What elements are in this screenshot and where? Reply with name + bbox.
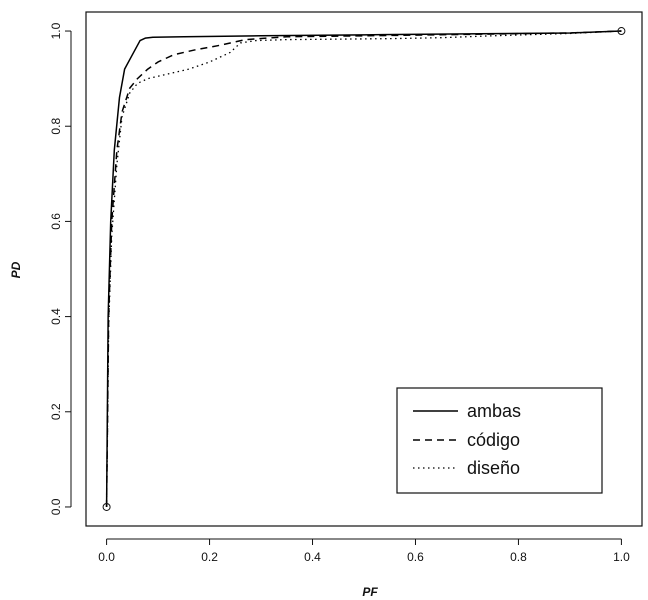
- x-tick-label: 0.2: [201, 550, 218, 564]
- series-layer: [105, 30, 622, 507]
- marker-layer: [102, 27, 626, 511]
- y-tick-label: 1.0: [49, 22, 63, 39]
- y-axis-title: PD: [9, 261, 23, 278]
- y-tick-label: 0.2: [49, 403, 63, 420]
- x-tick-label: 0.4: [304, 550, 321, 564]
- legend-label-diseno: diseño: [467, 458, 520, 478]
- x-tick-label: 1.0: [613, 550, 630, 564]
- y-tick-label: 0.0: [49, 498, 63, 515]
- endpoint-marker-1: [617, 27, 626, 36]
- endpoint-marker-0: [102, 502, 111, 511]
- x-axis: 0.0 0.2 0.4 0.6 0.8 1.0: [98, 538, 630, 564]
- series-line-código: [105, 30, 622, 507]
- x-axis-title: PF: [362, 585, 378, 599]
- x-tick-label: 0.0: [98, 550, 115, 564]
- y-axis: 0.0 0.2 0.4 0.6 0.8 1.0: [49, 22, 72, 515]
- legend-label-codigo: código: [467, 430, 520, 450]
- plot-frame: [85, 11, 643, 527]
- legend: ambas código diseño: [396, 387, 603, 494]
- x-tick-label: 0.6: [407, 550, 424, 564]
- x-tick-label: 0.8: [510, 550, 527, 564]
- y-tick-label: 0.6: [49, 213, 63, 230]
- y-tick-label: 0.8: [49, 118, 63, 135]
- y-tick-label: 0.4: [49, 308, 63, 325]
- legend-label-ambas: ambas: [467, 401, 521, 421]
